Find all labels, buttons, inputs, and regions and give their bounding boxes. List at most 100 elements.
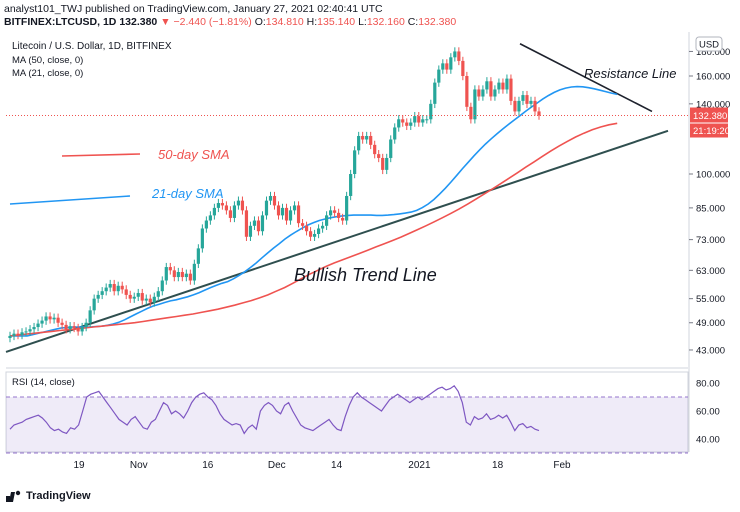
candle-body[interactable] bbox=[481, 89, 485, 97]
candle-body[interactable] bbox=[272, 195, 277, 206]
candle-body[interactable] bbox=[329, 210, 333, 216]
candle-body[interactable] bbox=[144, 298, 148, 301]
candle-body[interactable] bbox=[236, 200, 241, 206]
candle-body[interactable] bbox=[280, 207, 285, 216]
candle-body[interactable] bbox=[389, 139, 393, 158]
candle-body[interactable] bbox=[505, 78, 509, 90]
candle-body[interactable] bbox=[108, 284, 112, 288]
candle-body[interactable] bbox=[421, 119, 425, 123]
candle-body[interactable] bbox=[284, 207, 289, 221]
candle-body[interactable] bbox=[124, 289, 128, 295]
candle-body[interactable] bbox=[60, 322, 64, 325]
candle-body[interactable] bbox=[401, 119, 405, 123]
candle-body[interactable] bbox=[477, 89, 481, 97]
candle-body[interactable] bbox=[232, 205, 237, 218]
candle-body[interactable] bbox=[312, 233, 317, 237]
candle-body[interactable] bbox=[365, 135, 369, 140]
candle-body[interactable] bbox=[148, 298, 152, 303]
candle-body[interactable] bbox=[88, 310, 92, 323]
candle-body[interactable] bbox=[413, 116, 417, 123]
candle-body[interactable] bbox=[160, 280, 164, 292]
candle-body[interactable] bbox=[429, 103, 433, 120]
candle-body[interactable] bbox=[180, 272, 184, 278]
candle-body[interactable] bbox=[337, 212, 341, 218]
candle-body[interactable] bbox=[292, 205, 297, 211]
candle-body[interactable] bbox=[128, 294, 132, 299]
candle-body[interactable] bbox=[457, 51, 461, 61]
candle-body[interactable] bbox=[116, 285, 120, 292]
candle-body[interactable] bbox=[184, 273, 188, 278]
candle-body[interactable] bbox=[441, 63, 445, 70]
candle-body[interactable] bbox=[493, 89, 497, 97]
candle-body[interactable] bbox=[132, 296, 136, 299]
candle-body[interactable] bbox=[320, 225, 325, 229]
candle-body[interactable] bbox=[104, 287, 108, 292]
currency-button[interactable] bbox=[695, 36, 723, 52]
candle-body[interactable] bbox=[268, 195, 273, 201]
candle-body[interactable] bbox=[200, 228, 204, 249]
candle-body[interactable] bbox=[489, 81, 493, 97]
candle-body[interactable] bbox=[80, 327, 84, 332]
candle-body[interactable] bbox=[12, 333, 16, 336]
candle-body[interactable] bbox=[136, 293, 140, 297]
candle-body[interactable] bbox=[56, 317, 60, 323]
candle-body[interactable] bbox=[196, 248, 200, 264]
candle-body[interactable] bbox=[409, 122, 413, 126]
candle-body[interactable] bbox=[373, 144, 377, 155]
candle-body[interactable] bbox=[485, 81, 489, 90]
candle-body[interactable] bbox=[164, 267, 168, 281]
price-chart[interactable]: 40.00 60.00 80.00 RSI (14, close) 19 Nov 16 De… bbox=[0, 32, 740, 488]
candle-body[interactable] bbox=[449, 57, 453, 70]
candle-body[interactable] bbox=[316, 228, 321, 234]
tradingview-logo[interactable]: TradingView bbox=[6, 490, 91, 503]
candle-body[interactable] bbox=[405, 122, 409, 126]
candle-body[interactable] bbox=[112, 284, 116, 292]
candle-body[interactable] bbox=[152, 296, 156, 303]
candle-body[interactable] bbox=[216, 203, 220, 208]
candle-body[interactable] bbox=[224, 205, 229, 211]
candle-body[interactable] bbox=[497, 82, 501, 90]
candle-body[interactable] bbox=[445, 63, 449, 70]
candle-body[interactable] bbox=[48, 316, 52, 320]
candle-body[interactable] bbox=[140, 293, 144, 301]
candle-body[interactable] bbox=[16, 333, 20, 336]
candle-body[interactable] bbox=[533, 100, 537, 112]
candle-body[interactable] bbox=[304, 225, 309, 232]
candle-body[interactable] bbox=[120, 285, 124, 290]
candle-body[interactable] bbox=[437, 69, 441, 83]
candle-body[interactable] bbox=[349, 174, 353, 196]
candle-body[interactable] bbox=[353, 150, 357, 174]
candle-body[interactable] bbox=[72, 326, 76, 328]
candle-body[interactable] bbox=[537, 111, 541, 116]
candle-body[interactable] bbox=[525, 95, 529, 104]
candle-body[interactable] bbox=[8, 335, 12, 339]
candle-body[interactable] bbox=[465, 76, 469, 107]
candle-body[interactable] bbox=[385, 157, 389, 170]
candle-body[interactable] bbox=[296, 205, 301, 224]
candle-body[interactable] bbox=[84, 322, 88, 328]
candle-body[interactable] bbox=[473, 89, 477, 120]
candle-body[interactable] bbox=[172, 270, 176, 278]
candle-body[interactable] bbox=[324, 215, 329, 226]
candle-body[interactable] bbox=[345, 195, 349, 221]
candle-body[interactable] bbox=[220, 203, 225, 206]
candle-body[interactable] bbox=[212, 207, 216, 216]
candle-body[interactable] bbox=[32, 327, 36, 330]
candle-body[interactable] bbox=[44, 316, 48, 321]
candle-body[interactable] bbox=[176, 272, 180, 278]
resistance-line[interactable] bbox=[519, 43, 653, 113]
candle-body[interactable] bbox=[369, 135, 373, 145]
candle-body[interactable] bbox=[68, 326, 72, 330]
candle-body[interactable] bbox=[260, 215, 265, 232]
candle-body[interactable] bbox=[288, 210, 293, 221]
candle-body[interactable] bbox=[188, 273, 192, 281]
candle-body[interactable] bbox=[256, 220, 261, 232]
candle-body[interactable] bbox=[461, 60, 465, 76]
candle-body[interactable] bbox=[469, 106, 473, 120]
candle-body[interactable] bbox=[300, 223, 305, 226]
candle-body[interactable] bbox=[24, 331, 28, 333]
candle-body[interactable] bbox=[393, 127, 397, 140]
candle-body[interactable] bbox=[20, 332, 24, 336]
candle-body[interactable] bbox=[96, 294, 100, 299]
candle-body[interactable] bbox=[425, 119, 429, 121]
